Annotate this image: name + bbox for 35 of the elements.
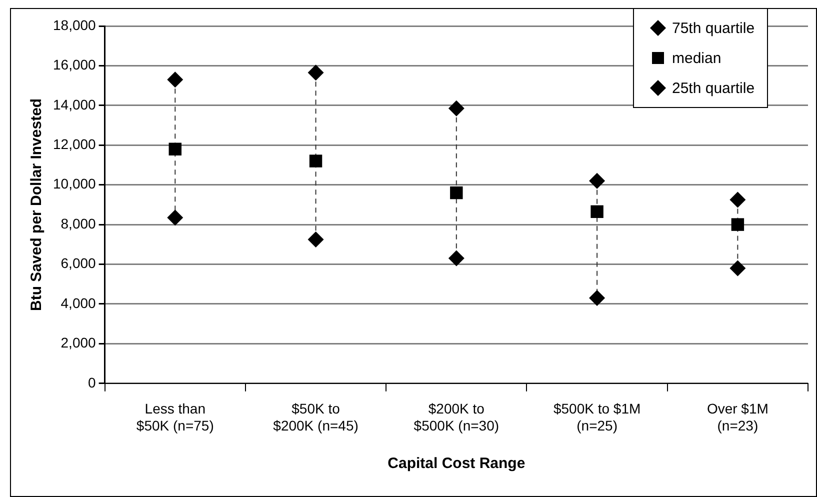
point [590, 205, 604, 218]
x-tick-label: Over $1M (n=23) [706, 400, 768, 434]
point [167, 210, 184, 226]
point [730, 192, 746, 208]
point [167, 72, 184, 88]
y-tick-label: 6,000 [60, 255, 96, 272]
point [731, 218, 744, 231]
x-tick-label: Less than $50K (n=75) [136, 400, 214, 434]
point [589, 290, 606, 306]
legend-label: 75th quartile [672, 20, 755, 36]
x-tick-label: $50K to $200K (n=45) [273, 400, 358, 434]
y-tick-label: 16,000 [52, 56, 96, 73]
y-tick-label: 10,000 [52, 176, 96, 192]
y-tick-label: 2,000 [60, 334, 96, 351]
x-tick-label: $500K to $1M (n=25) [553, 400, 641, 434]
point [450, 186, 463, 200]
y-tick-label: 8,000 [60, 215, 96, 232]
point [308, 231, 324, 248]
legend-label: 25th quartile [672, 80, 755, 96]
point [589, 172, 606, 189]
x-tick-label: $200K to $500K (n=30) [414, 400, 500, 434]
legend-label: median [672, 50, 722, 66]
y-axis-title: Btu Saved per Dollar Invested [28, 98, 46, 311]
point [168, 142, 182, 156]
point [309, 154, 322, 168]
y-tick-label: 14,000 [52, 96, 96, 112]
y-tick-label: 4,000 [60, 294, 96, 311]
point [730, 260, 746, 276]
y-tick-label: 0 [88, 374, 96, 390]
point [448, 250, 464, 266]
y-tick-label: 18,000 [52, 16, 96, 33]
x-axis-title: Capital Cost Range [388, 455, 526, 472]
y-tick-label: 12,000 [52, 136, 96, 152]
point [448, 100, 464, 116]
point [308, 64, 324, 81]
